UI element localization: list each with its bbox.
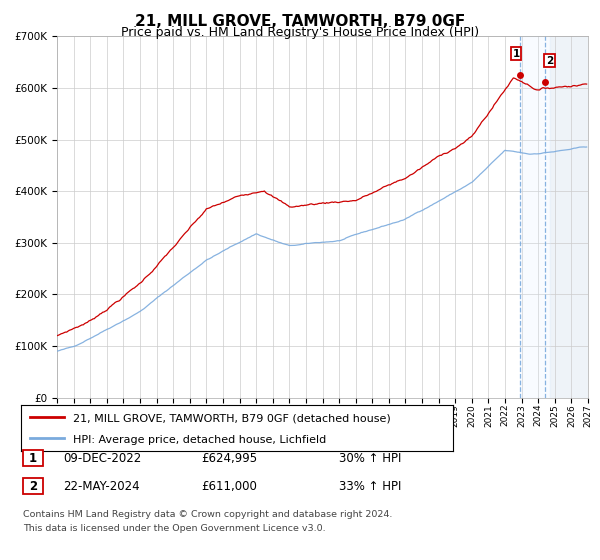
- Text: 1: 1: [29, 451, 37, 465]
- Text: 21, MILL GROVE, TAMWORTH, B79 0GF: 21, MILL GROVE, TAMWORTH, B79 0GF: [135, 14, 465, 29]
- Text: 30% ↑ HPI: 30% ↑ HPI: [339, 451, 401, 465]
- Text: 21, MILL GROVE, TAMWORTH, B79 0GF (detached house): 21, MILL GROVE, TAMWORTH, B79 0GF (detac…: [73, 414, 391, 424]
- Text: 2: 2: [29, 479, 37, 493]
- Text: Price paid vs. HM Land Registry's House Price Index (HPI): Price paid vs. HM Land Registry's House …: [121, 26, 479, 39]
- Bar: [520, 36, 550, 398]
- Text: £624,995: £624,995: [201, 451, 257, 465]
- Text: This data is licensed under the Open Government Licence v3.0.: This data is licensed under the Open Gov…: [23, 524, 325, 533]
- Bar: [550, 36, 588, 398]
- Text: 33% ↑ HPI: 33% ↑ HPI: [339, 479, 401, 493]
- Text: 2: 2: [546, 56, 553, 66]
- Bar: [550, 36, 588, 398]
- Text: £611,000: £611,000: [201, 479, 257, 493]
- Text: Contains HM Land Registry data © Crown copyright and database right 2024.: Contains HM Land Registry data © Crown c…: [23, 510, 392, 519]
- Text: 22-MAY-2024: 22-MAY-2024: [63, 479, 140, 493]
- Text: 1: 1: [512, 49, 520, 59]
- Text: 09-DEC-2022: 09-DEC-2022: [63, 451, 141, 465]
- Text: HPI: Average price, detached house, Lichfield: HPI: Average price, detached house, Lich…: [73, 435, 326, 445]
